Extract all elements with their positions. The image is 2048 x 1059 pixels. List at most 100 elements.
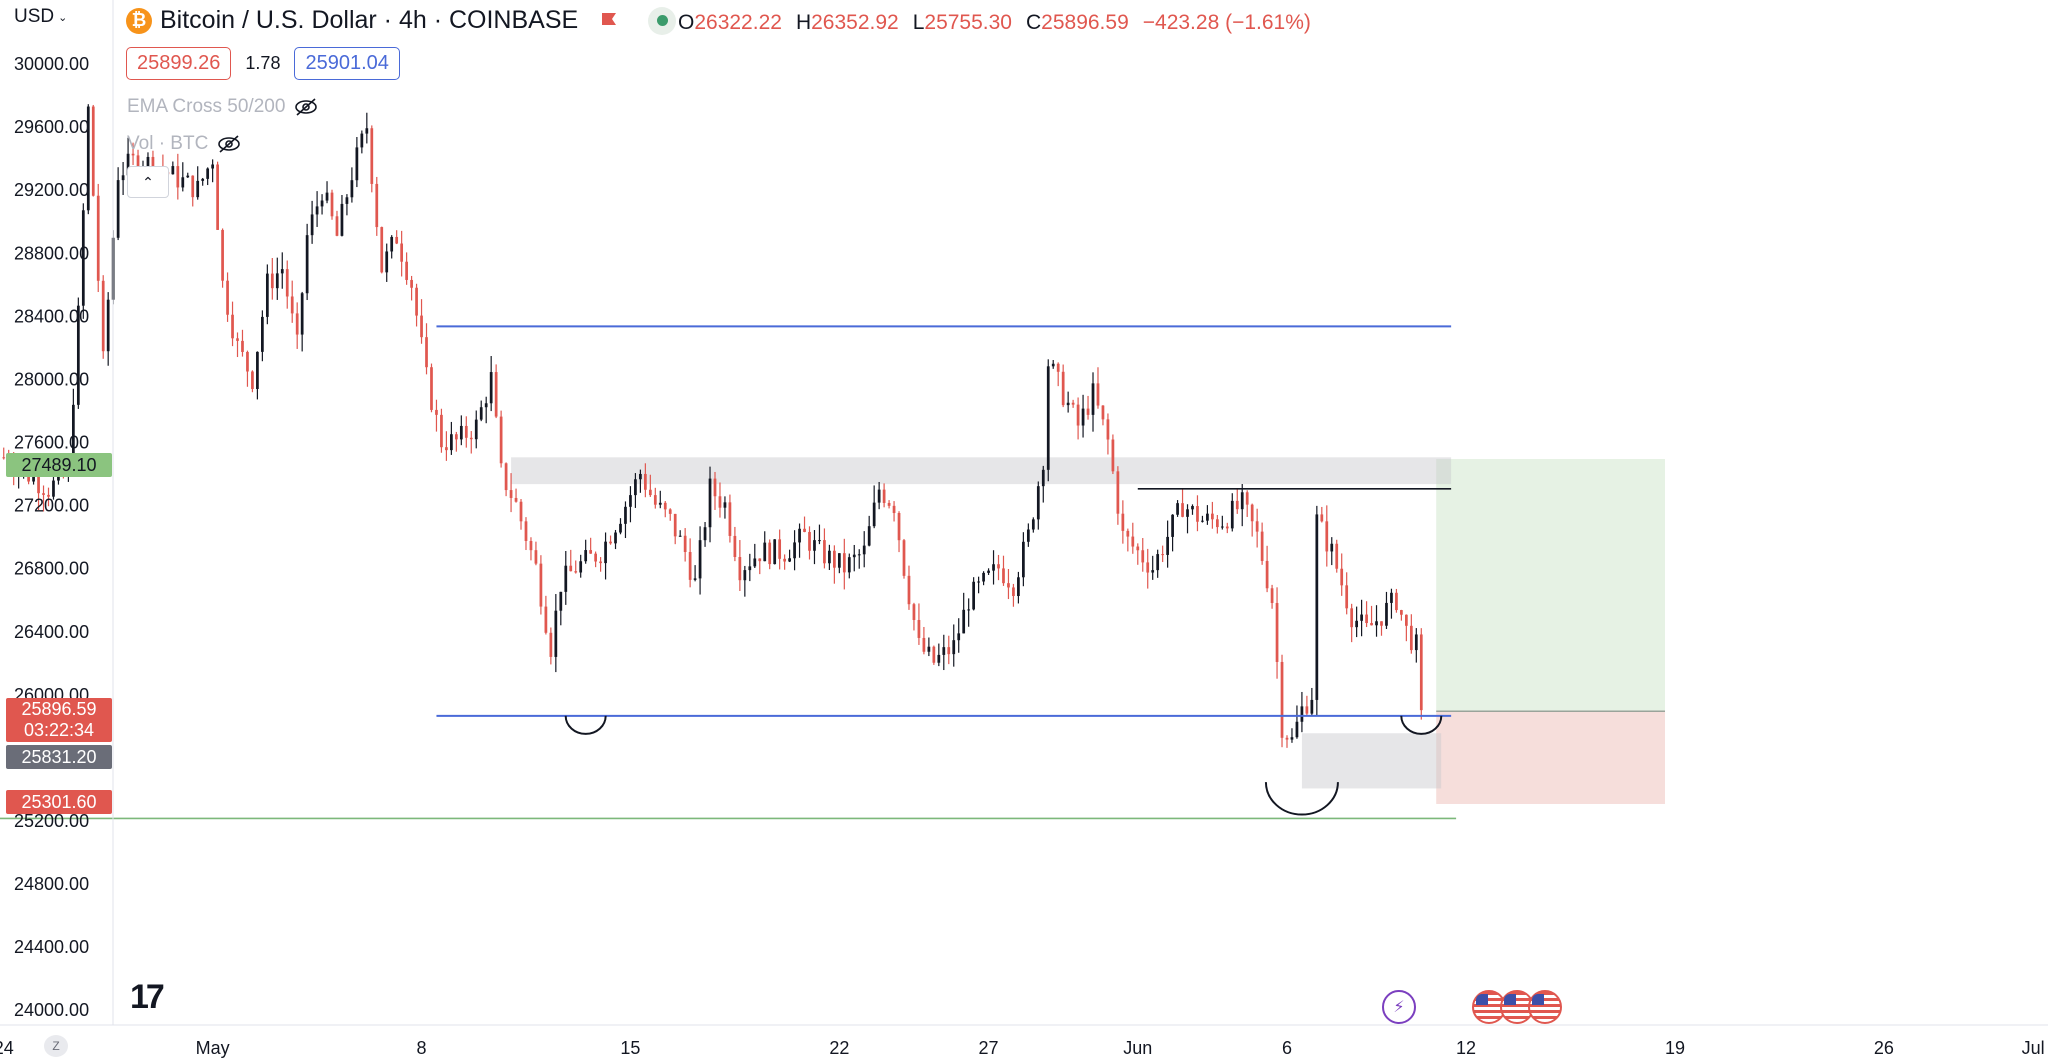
candle-body — [1235, 500, 1239, 510]
candle-body — [867, 526, 871, 546]
candle-body — [1300, 706, 1304, 722]
candle-body — [1280, 661, 1284, 738]
candle-body — [529, 540, 533, 551]
candle-body — [549, 632, 553, 657]
candle-body — [96, 195, 100, 281]
candle-body — [718, 496, 722, 508]
candle-body — [42, 493, 45, 495]
candle-body — [146, 156, 150, 168]
candle-body — [47, 494, 50, 497]
buy-button[interactable]: 25901.04 — [294, 47, 400, 80]
candle-body — [683, 535, 687, 552]
gray-zone-lower — [1301, 733, 1442, 789]
trade-buttons: 25899.26 1.78 25901.04 — [126, 47, 400, 80]
currency-selector[interactable]: USD ⌄ — [14, 6, 67, 28]
symbol-header[interactable]: ₿ Bitcoin / U.S. Dollar · 4h · COINBASE — [126, 6, 677, 35]
candle-body — [1225, 526, 1229, 529]
candle-body — [201, 178, 205, 181]
candle-body — [285, 269, 289, 297]
candle-body — [773, 539, 777, 565]
candle-body — [1370, 623, 1373, 626]
candle-body — [52, 480, 55, 497]
candle-body — [479, 407, 483, 420]
candle-body — [1380, 621, 1383, 626]
x-tick-label: 8 — [417, 1038, 427, 1058]
flag-icon[interactable] — [600, 12, 618, 30]
ohlc-legend: O26322.22 H26352.92 L25755.30 C25896.59 … — [678, 11, 1311, 35]
market-status-icon[interactable] — [648, 6, 677, 35]
candle-body — [842, 553, 846, 573]
candle-body — [265, 273, 269, 317]
candle-body — [171, 166, 175, 175]
candle-body — [484, 403, 488, 408]
candle-body — [1335, 543, 1339, 569]
candle-body — [1091, 383, 1095, 415]
y-tick-label: 25200.00 — [14, 811, 89, 831]
candle-body — [1046, 366, 1050, 470]
symbol-title[interactable]: Bitcoin / U.S. Dollar · 4h · COINBASE — [160, 6, 579, 34]
drawing-zones — [511, 457, 1666, 804]
candle-body — [952, 640, 956, 655]
indicator-ema-cross[interactable]: EMA Cross 50/200 — [127, 96, 319, 118]
candle-body — [1360, 614, 1363, 621]
price-label-crosshair: 25831.20 — [6, 745, 112, 769]
candle-body — [1176, 503, 1179, 515]
eye-hidden-icon[interactable] — [216, 134, 242, 154]
candle-body — [315, 206, 319, 215]
candle-body — [1106, 419, 1110, 440]
candle-body — [534, 550, 538, 564]
candle-body — [211, 164, 215, 169]
us-flag-icon[interactable] — [1528, 990, 1562, 1024]
candle-body — [1305, 706, 1309, 714]
candle-body — [454, 434, 458, 440]
profit-zone — [1436, 459, 1666, 712]
candle-body — [1215, 519, 1219, 528]
candle-body — [176, 166, 180, 188]
candle-body — [639, 473, 642, 480]
candle-body — [116, 180, 120, 238]
collapse-legend-button[interactable]: ⌃ — [127, 166, 169, 198]
timezone-icon[interactable]: Z — [44, 1035, 68, 1057]
candle-body — [1275, 603, 1279, 662]
candle-body — [91, 106, 95, 196]
candle-body — [310, 214, 314, 236]
eye-hidden-icon[interactable] — [293, 97, 319, 117]
candle-body — [907, 575, 911, 605]
ohlc-open: O26322.22 — [678, 11, 782, 34]
candle-body — [987, 570, 990, 573]
x-tick-label: 12 — [1456, 1038, 1476, 1058]
x-tick-label: 27 — [979, 1038, 999, 1058]
candle-body — [922, 637, 926, 652]
candle-body — [897, 513, 901, 541]
candle-body — [494, 372, 498, 417]
indicator-volume[interactable]: Vol · BTC — [127, 133, 242, 155]
candle-body — [191, 175, 195, 198]
candle-body — [350, 180, 354, 198]
candle-body — [574, 571, 578, 573]
candle-body — [1041, 469, 1045, 487]
candle-body — [325, 192, 329, 201]
candle-body — [1096, 383, 1100, 406]
candle-body — [1310, 699, 1314, 714]
sell-button[interactable]: 25899.26 — [126, 47, 232, 80]
candle-body — [892, 505, 896, 514]
candle-body — [270, 273, 274, 289]
candle-body — [221, 229, 224, 281]
price-axis[interactable]: 30000.00 29600.00 29200.00 28800.00 28400.00… — [14, 54, 89, 1020]
candle-body — [474, 419, 478, 440]
candle-body — [2, 457, 6, 459]
time-axis[interactable]: 24 May 8 15 22 27 Jun 6 12 19 26 Jul — [0, 1038, 2045, 1058]
x-tick-label: 22 — [829, 1038, 849, 1058]
candle-body — [887, 502, 891, 506]
candle-body — [579, 561, 583, 573]
candle-body — [624, 506, 627, 524]
candle-body — [355, 147, 359, 181]
candle-body — [136, 155, 140, 170]
candle-body — [1126, 530, 1130, 537]
candle-body — [1171, 514, 1174, 537]
candle-body — [823, 540, 826, 564]
event-lightning-icon[interactable]: ⚡ — [1382, 990, 1416, 1024]
candle-body — [375, 183, 379, 228]
candle-body — [977, 581, 980, 583]
